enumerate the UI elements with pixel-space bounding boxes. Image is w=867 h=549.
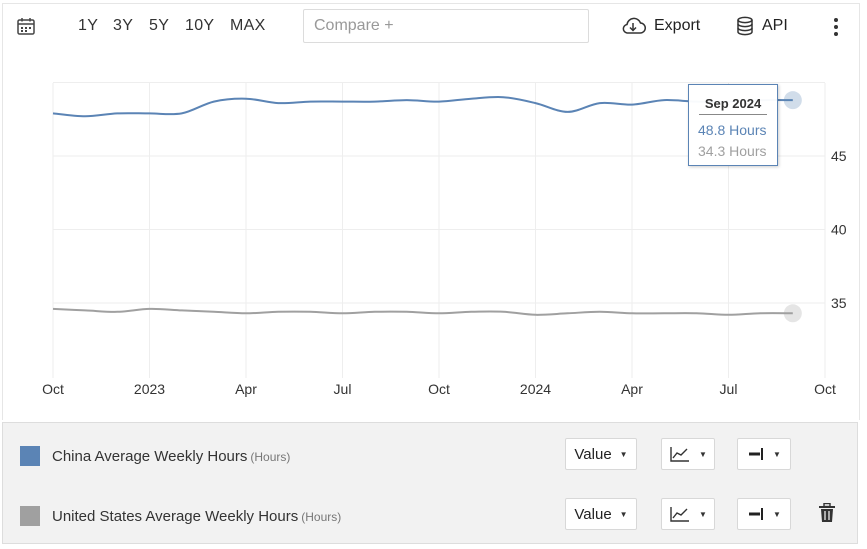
api-button[interactable]: API	[736, 12, 788, 40]
us-series-name: United States Average Weekly Hours	[52, 508, 299, 525]
china-value-select[interactable]: Value ▼	[565, 438, 637, 470]
y-tick-label: 45	[831, 148, 847, 164]
us-series-line	[52, 307, 793, 316]
range-3y-button[interactable]: 3Y	[113, 17, 134, 34]
legend-row-us: United States Average Weekly Hours (Hours…	[3, 495, 857, 535]
export-label: Export	[654, 17, 701, 34]
export-button[interactable]: Export	[620, 12, 700, 40]
y-tick-label: 35	[831, 295, 847, 311]
tooltip-china-value: 48.8 Hours	[698, 122, 767, 138]
us-axis-select[interactable]: ▼	[737, 498, 791, 530]
range-5y-button[interactable]: 5Y	[149, 17, 170, 34]
chevron-down-icon: ▼	[773, 509, 781, 519]
us-series-unit: (Hours)	[301, 510, 342, 524]
china-color-swatch[interactable]	[20, 446, 40, 466]
line-chart: Oct 2023 Apr Jul Oct 2024 Apr Jul Oct 35 40 45	[42, 82, 847, 397]
range-1y-button[interactable]: 1Y	[78, 17, 99, 34]
more-options-icon[interactable]	[829, 16, 843, 38]
legend-row-china: China Average Weekly Hours (Hours) Value ▼…	[3, 435, 857, 475]
tooltip-divider	[699, 114, 767, 115]
x-tick-label: Jul	[720, 381, 738, 397]
chart-tooltip: Sep 2024 48.8 Hours 34.3 Hours	[688, 84, 778, 166]
chevron-down-icon: ▼	[699, 449, 707, 459]
right-axis-icon	[749, 448, 764, 460]
cloud-download-icon	[622, 17, 646, 34]
tooltip-us-value: 34.3 Hours	[698, 143, 767, 159]
us-hover-point	[783, 304, 802, 323]
china-value-select-label: Value	[574, 445, 612, 463]
x-tick-label: Oct	[428, 381, 450, 397]
series-legend: China Average Weekly Hours (Hours) Value ▼…	[2, 422, 858, 544]
compare-input[interactable]	[303, 9, 589, 43]
x-tick-label: Oct	[814, 381, 836, 397]
database-icon	[737, 16, 753, 36]
x-tick-label: 2023	[134, 381, 165, 397]
trash-icon[interactable]	[818, 503, 836, 523]
china-hover-point	[783, 91, 802, 110]
x-tick-label: Apr	[235, 381, 257, 397]
tooltip-date: Sep 2024	[704, 96, 762, 111]
y-tick-label: 40	[831, 222, 847, 238]
us-value-select[interactable]: Value ▼	[565, 498, 637, 530]
china-series-name: China Average Weekly Hours	[52, 448, 248, 465]
us-chart-type-select[interactable]: ▼	[661, 498, 715, 530]
china-series-unit: (Hours)	[250, 450, 291, 464]
legend-label: United States Average Weekly Hours (Hours…	[52, 508, 341, 525]
chart-toolbar: 1Y 3Y 5Y 10Y MAX Export API	[2, 3, 860, 45]
line-chart-icon	[670, 447, 690, 462]
x-tick-label: Apr	[621, 381, 643, 397]
china-series-line	[52, 96, 793, 118]
right-axis-icon	[749, 508, 764, 520]
legend-label: China Average Weekly Hours (Hours)	[52, 448, 290, 465]
chevron-down-icon: ▼	[699, 509, 707, 519]
calendar-icon[interactable]	[16, 16, 36, 36]
x-tick-label: 2024	[520, 381, 551, 397]
x-tick-label: Oct	[42, 381, 64, 397]
api-label: API	[762, 17, 788, 34]
range-10y-button[interactable]: 10Y	[185, 17, 215, 34]
range-max-button[interactable]: MAX	[230, 17, 266, 34]
chevron-down-icon: ▼	[773, 449, 781, 459]
chevron-down-icon: ▼	[619, 449, 628, 459]
china-chart-type-select[interactable]: ▼	[661, 438, 715, 470]
line-chart-icon	[670, 507, 690, 522]
chevron-down-icon: ▼	[619, 509, 628, 519]
china-axis-select[interactable]: ▼	[737, 438, 791, 470]
x-tick-label: Jul	[334, 381, 352, 397]
chart-area: Oct 2023 Apr Jul Oct 2024 Apr Jul Oct 35 40 45 Sep …	[2, 45, 860, 420]
us-value-select-label: Value	[574, 505, 612, 523]
us-color-swatch[interactable]	[20, 506, 40, 526]
